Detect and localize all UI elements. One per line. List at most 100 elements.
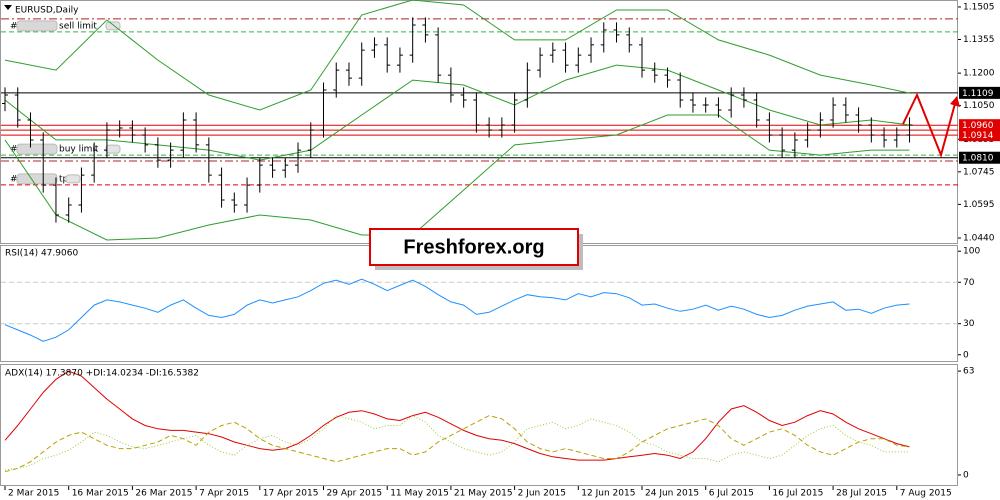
x-tick-label: 29 Apr 2015 <box>327 489 383 499</box>
x-tick-label: 11 May 2015 <box>390 489 449 499</box>
ohlc-bar <box>129 120 136 143</box>
ohlc-bar <box>40 132 47 193</box>
ohlc-bar <box>193 112 200 153</box>
ohlc-bar <box>409 17 416 63</box>
ohlc-bar <box>142 127 149 153</box>
ohlc-bar <box>728 87 735 118</box>
ohlc-bar <box>766 112 773 143</box>
price-tag <box>959 119 1000 132</box>
x-tick-label: 21 May 2015 <box>454 489 513 499</box>
ohlc-bar <box>154 137 161 168</box>
ohlc-bar <box>613 22 620 43</box>
watermark: Freshforex.org <box>403 236 544 258</box>
chart-title: EURUSD,Daily <box>15 6 79 16</box>
adx-title: ADX(14) 17.3870 +DI:14.0234 -DI:16.5382 <box>5 369 199 379</box>
indicator-line <box>4 278 910 342</box>
ohlc-bar <box>524 62 531 108</box>
ohlc-bar <box>295 142 302 173</box>
ohlc-bar <box>180 112 187 158</box>
ohlc-bar <box>804 122 811 148</box>
order-label: buy limit <box>59 145 99 155</box>
ohlc-bar <box>779 127 786 158</box>
ohlc-bar <box>52 177 59 223</box>
ohlc-bar <box>817 112 824 138</box>
y-tick-label: 1.1355 <box>963 35 995 45</box>
ohlc-bar <box>14 87 21 128</box>
ohlc-bar <box>460 87 467 108</box>
ohlc-bar <box>626 27 633 53</box>
ohlc-bar <box>116 120 123 138</box>
y-tick-label: 1.1050 <box>963 101 995 111</box>
order-label: sell limit <box>59 21 97 31</box>
order-label: tp <box>59 174 69 184</box>
ohlc-bar <box>473 92 480 133</box>
ohlc-bar <box>244 177 251 213</box>
y-tick-label: 1.1505 <box>963 2 995 12</box>
y-tick-label: 1.0595 <box>963 200 995 210</box>
ohlc-bar <box>282 157 289 178</box>
price-tag-label: 1.0810 <box>962 154 994 164</box>
ohlc-bar <box>2 87 8 112</box>
x-tick-label: 17 Apr 2015 <box>263 489 319 499</box>
ohlc-bar <box>218 167 225 208</box>
y-tick-label: 1.0745 <box>963 167 995 177</box>
x-tick-label: 28 Jul 2015 <box>836 489 887 499</box>
indicator-line <box>4 415 910 471</box>
ohlc-bar <box>600 22 607 53</box>
y-tick-label: 0 <box>963 350 969 360</box>
x-tick-label: 7 Apr 2015 <box>199 489 249 499</box>
ohlc-bar <box>791 132 798 158</box>
ohlc-bar <box>677 72 684 108</box>
ohlc-bar <box>27 112 34 148</box>
y-tick-label: 100 <box>963 247 980 257</box>
price-tag <box>959 151 1000 164</box>
price-tag <box>959 129 1000 142</box>
y-tick-label: 70 <box>963 278 975 288</box>
bollinger-upper <box>4 0 910 111</box>
ohlc-bar <box>664 67 671 88</box>
price-tag-label: 1.0960 <box>962 121 994 131</box>
adx-panel <box>0 364 958 486</box>
ohlc-bar <box>842 97 849 123</box>
collapse-icon <box>4 5 12 10</box>
x-tick-label: 2 Mar 2015 <box>8 489 59 499</box>
y-tick-label: 0 <box>963 470 969 480</box>
price-tag-label: 1.1109 <box>962 89 994 99</box>
ohlc-bar <box>205 137 212 183</box>
forecast-arrow <box>902 92 957 159</box>
ohlc-bar <box>269 157 276 178</box>
ohlc-bar <box>320 82 327 138</box>
ohlc-bar <box>753 92 760 128</box>
indicator-line <box>4 370 910 461</box>
ohlc-bar <box>651 62 658 83</box>
ohlc-bar <box>639 37 645 78</box>
ohlc-bar <box>893 127 900 148</box>
ohlc-bar <box>256 157 263 193</box>
ohlc-bar <box>396 47 403 73</box>
ohlc-bar <box>588 37 595 63</box>
ohlc-bar <box>689 92 696 113</box>
ohlc-bar <box>562 42 569 73</box>
ohlc-bar <box>575 47 582 73</box>
y-tick-label: 63 <box>963 367 974 377</box>
ohlc-bar <box>511 92 518 133</box>
ohlc-bar <box>740 87 747 108</box>
order-prefix: # <box>10 145 18 155</box>
ohlc-bar <box>498 117 505 138</box>
ohlc-bar <box>537 47 544 78</box>
watermark-box <box>369 228 579 266</box>
ohlc-bar <box>307 122 314 158</box>
x-tick-label: 7 Aug 2015 <box>900 489 952 499</box>
ohlc-bar <box>830 97 837 128</box>
ohlc-bar <box>345 62 352 86</box>
ohlc-bar <box>549 42 556 63</box>
ohlc-bar <box>435 27 442 83</box>
x-tick-label: 26 Mar 2015 <box>135 489 192 499</box>
ohlc-bar <box>231 192 238 213</box>
x-tick-label: 2 Jun 2015 <box>518 489 566 499</box>
price-tag-label: 1.0914 <box>962 131 994 141</box>
ohlc-bar <box>906 117 913 143</box>
arrow-head <box>950 96 960 107</box>
